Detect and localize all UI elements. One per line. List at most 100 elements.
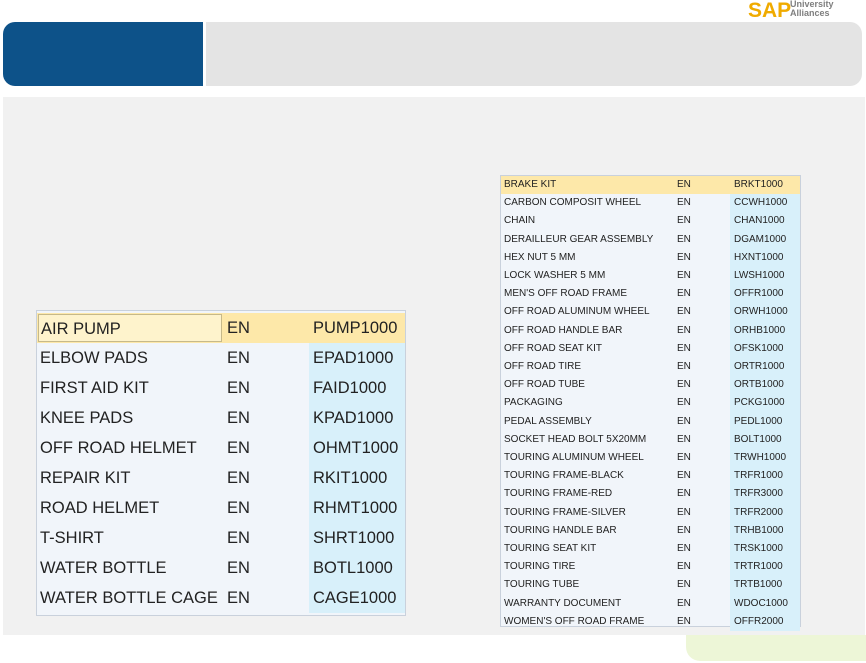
material-description-cell: BRAKE KIT <box>504 179 557 190</box>
table-row[interactable]: OFF ROAD TUBE EN ORTB1000 <box>501 376 800 395</box>
table-row[interactable]: MEN'S OFF ROAD FRAME EN OFFR1000 <box>501 285 800 304</box>
language-cell: EN <box>677 615 691 627</box>
material-description-cell: OFF ROAD ALUMINUM WHEEL <box>504 306 650 318</box>
material-description-cell: TOURING FRAME-RED <box>504 488 613 500</box>
material-code-cell: OFFR1000 <box>730 285 800 304</box>
material-description-cell: HEX NUT 5 MM <box>504 251 576 263</box>
table-row[interactable]: TOURING TUBE EN TRTB1000 <box>501 576 800 595</box>
material-code-cell: EPAD1000 <box>309 343 405 373</box>
language-cell: EN <box>677 561 691 573</box>
material-description-cell: PEDAL ASSEMBLY <box>504 415 592 427</box>
materials-table-left: AIR PUMP EN PUMP1000 ELBOW PADS EN EPAD1000 FI… <box>36 310 406 616</box>
table-row[interactable]: ELBOW PADS EN EPAD1000 <box>37 343 405 373</box>
language-cell: EN <box>227 349 250 367</box>
table-row[interactable]: TOURING SEAT KIT EN TRSK1000 <box>501 540 800 559</box>
table-row[interactable]: TOURING FRAME-RED EN TRFR3000 <box>501 485 800 504</box>
material-description-cell: OFF ROAD SEAT KIT <box>504 342 602 354</box>
material-description-cell: PACKAGING <box>504 397 563 409</box>
table-row[interactable]: OFF ROAD ALUMINUM WHEEL EN ORWH1000 <box>501 303 800 322</box>
material-code-cell: OHMT1000 <box>309 433 405 463</box>
table-row[interactable]: WARRANTY DOCUMENT EN WDOC1000 <box>501 594 800 613</box>
material-description-cell: DERAILLEUR GEAR ASSEMBLY <box>504 233 654 245</box>
material-code-cell: OFFR2000 <box>730 612 800 631</box>
material-description-cell: TOURING HANDLE BAR <box>504 524 617 536</box>
material-description-cell: KNEE PADS <box>40 409 134 427</box>
material-code-cell: FAID1000 <box>309 373 405 403</box>
table-row[interactable]: TOURING HANDLE BAR EN TRHB1000 <box>501 521 800 540</box>
language-cell: EN <box>677 506 691 518</box>
table-row[interactable]: OFF ROAD TIRE EN ORTR1000 <box>501 358 800 377</box>
language-cell: EN <box>227 379 250 397</box>
material-code-cell: KPAD1000 <box>309 403 405 433</box>
table-row[interactable]: OFF ROAD HANDLE BAR EN ORHB1000 <box>501 321 800 340</box>
table-row[interactable]: TOURING FRAME-BLACK EN TRFR1000 <box>501 467 800 486</box>
footer-corner-tab <box>686 635 866 661</box>
language-cell: EN <box>677 179 691 190</box>
language-cell: EN <box>677 397 691 409</box>
language-cell: EN <box>227 409 250 427</box>
table-row[interactable]: HEX NUT 5 MM EN HXNT1000 <box>501 248 800 267</box>
material-description-cell: WATER BOTTLE <box>40 559 167 577</box>
table-row[interactable]: BRAKE KIT EN BRKT1000 <box>501 176 800 195</box>
table-row[interactable]: DERAILLEUR GEAR ASSEMBLY EN DGAM1000 <box>501 230 800 249</box>
language-cell: EN <box>677 324 691 336</box>
material-description-cell: CARBON COMPOSIT WHEEL <box>504 197 642 209</box>
table-row[interactable]: PEDAL ASSEMBLY EN PEDL1000 <box>501 412 800 431</box>
table-row[interactable]: PACKAGING EN PCKG1000 <box>501 394 800 413</box>
table-row[interactable]: T-SHIRT EN SHRT1000 <box>37 523 405 553</box>
material-description-cell: OFF ROAD TIRE <box>504 361 582 372</box>
language-cell: EN <box>227 529 250 547</box>
material-code-cell: PCKG1000 <box>730 394 800 413</box>
language-cell: EN <box>677 543 691 554</box>
material-description-cell: SOCKET HEAD BOLT 5X20MM <box>504 433 647 445</box>
table-row[interactable]: CHAIN EN CHAN1000 <box>501 212 800 231</box>
table-row[interactable]: SOCKET HEAD BOLT 5X20MM EN BOLT1000 <box>501 430 800 449</box>
language-cell: EN <box>677 579 691 591</box>
material-description-cell: FIRST AID KIT <box>40 379 149 397</box>
table-row[interactable]: LOCK WASHER 5 MM EN LWSH1000 <box>501 267 800 286</box>
table-row[interactable]: CARBON COMPOSIT WHEEL EN CCWH1000 <box>501 194 800 213</box>
material-description-cell: TOURING FRAME-SILVER <box>504 506 626 518</box>
language-cell: EN <box>677 342 691 354</box>
material-description-cell: OFF ROAD HANDLE BAR <box>504 324 623 336</box>
table-row[interactable]: REPAIR KIT EN RKIT1000 <box>37 463 405 493</box>
material-code-cell: PEDL1000 <box>730 412 800 431</box>
language-cell: EN <box>677 470 691 482</box>
language-cell: EN <box>677 306 691 318</box>
table-row[interactable]: WATER BOTTLE CAGE EN CAGE1000 <box>37 583 405 613</box>
table-row[interactable]: WATER BOTTLE EN BOTL1000 <box>37 553 405 583</box>
table-row[interactable]: AIR PUMP EN PUMP1000 <box>37 313 405 343</box>
material-code-cell: BOLT1000 <box>730 430 800 449</box>
material-description-cell: WATER BOTTLE CAGE <box>40 589 218 607</box>
table-row[interactable]: OFF ROAD HELMET EN OHMT1000 <box>37 433 405 463</box>
material-description-cell: MEN'S OFF ROAD FRAME <box>504 288 628 300</box>
material-code-cell: WDOC1000 <box>730 594 800 613</box>
table-row[interactable]: ROAD HELMET EN RHMT1000 <box>37 493 405 523</box>
material-description-cell: ROAD HELMET <box>40 499 160 517</box>
language-cell: EN <box>677 270 691 281</box>
language-cell: EN <box>677 233 691 245</box>
material-code-cell: DGAM1000 <box>730 230 800 249</box>
material-code-cell: TRWH1000 <box>730 449 800 468</box>
material-description-cell: TOURING SEAT KIT <box>504 543 597 554</box>
material-code-cell: TRHB1000 <box>730 521 800 540</box>
material-description-cell: OFF ROAD HELMET <box>40 439 197 457</box>
material-code-cell: BRKT1000 <box>730 176 800 195</box>
language-cell: EN <box>677 361 691 372</box>
material-code-cell: RKIT1000 <box>309 463 405 493</box>
table-row[interactable]: TOURING TIRE EN TRTR1000 <box>501 558 800 577</box>
language-cell: EN <box>227 589 250 607</box>
table-row[interactable]: WOMEN'S OFF ROAD FRAME EN OFFR2000 <box>501 612 800 631</box>
table-row[interactable]: TOURING FRAME-SILVER EN TRFR2000 <box>501 503 800 522</box>
table-row[interactable]: TOURING ALUMINUM WHEEL EN TRWH1000 <box>501 449 800 468</box>
table-row[interactable]: KNEE PADS EN KPAD1000 <box>37 403 405 433</box>
language-cell: EN <box>677 433 691 445</box>
table-row[interactable]: OFF ROAD SEAT KIT EN OFSK1000 <box>501 339 800 358</box>
material-code-cell: CAGE1000 <box>309 583 405 613</box>
table-row[interactable]: FIRST AID KIT EN FAID1000 <box>37 373 405 403</box>
language-cell: EN <box>227 469 250 487</box>
material-description-cell: LOCK WASHER 5 MM <box>504 270 606 281</box>
logo-subtext: University Alliances <box>790 0 834 18</box>
material-description-cell: OFF ROAD TUBE <box>504 379 585 391</box>
logo-text: SAP <box>748 0 792 22</box>
